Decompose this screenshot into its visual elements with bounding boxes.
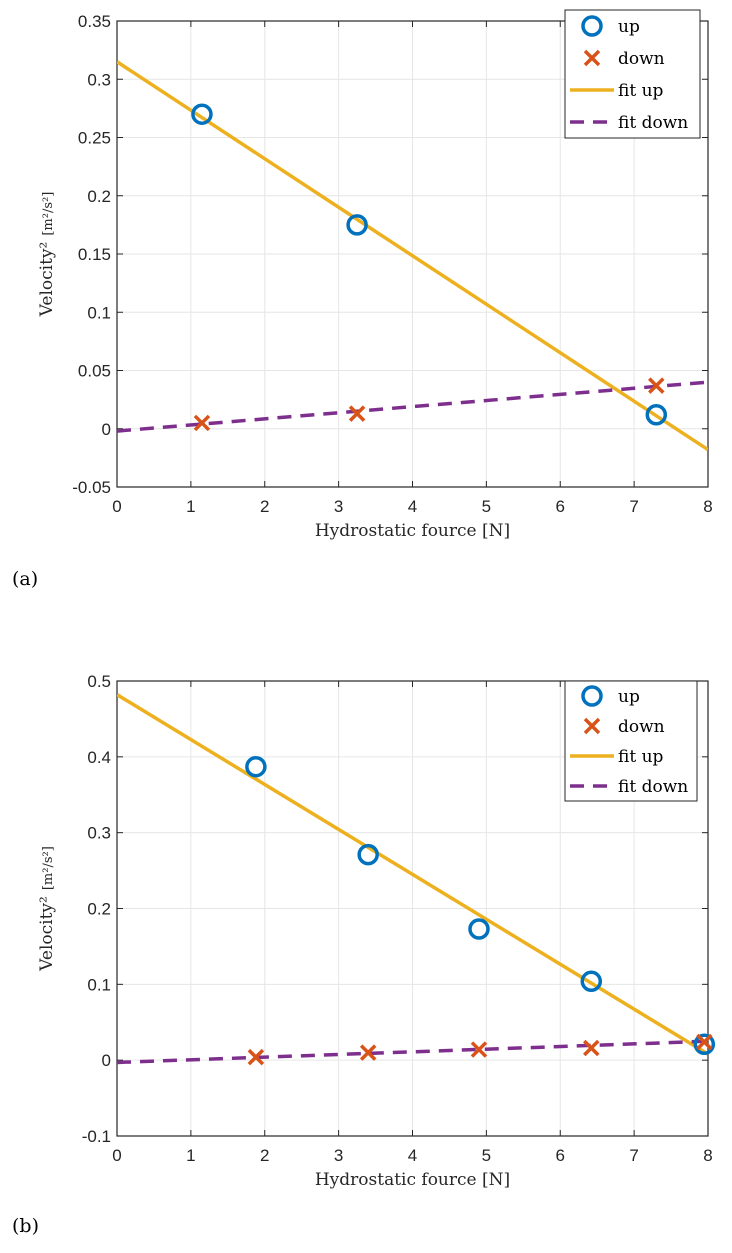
x-tick-label: 0 — [112, 1146, 121, 1165]
y-tick-label: 0 — [102, 1051, 111, 1070]
legend-label: fit up — [618, 81, 664, 101]
down-data-point — [648, 377, 665, 394]
x-tick-label: 0 — [112, 497, 121, 516]
y-axis-label: Velocity² [m²/s²] — [37, 192, 57, 318]
up-data-point — [693, 1033, 716, 1055]
y-axis-label-unit: [m²/s²] — [41, 192, 56, 236]
fit-down-line — [117, 380, 708, 433]
panel-label: (a) — [12, 568, 38, 590]
legend: up down fit up fit down — [564, 680, 698, 802]
x-tick-label: 8 — [703, 1146, 712, 1165]
legend-label: up — [618, 687, 640, 707]
y-tick-label: 0.2 — [87, 187, 111, 206]
y-axis-label-name: Velocity² — [37, 896, 57, 972]
panel-label: (b) — [12, 1215, 39, 1237]
down-data-point — [696, 1033, 713, 1051]
axes-box — [116, 680, 709, 1137]
down-data-point — [348, 405, 366, 422]
legend-circle-icon — [581, 685, 603, 707]
fit-down-line — [117, 1039, 708, 1065]
x-tick-label: 3 — [334, 497, 343, 516]
up-data-point — [346, 214, 368, 236]
fit-up-line — [117, 693, 708, 1056]
up-data-point — [645, 404, 668, 426]
y-tick-label: 0.2 — [87, 900, 111, 919]
y-tick-label: -0.05 — [72, 478, 111, 497]
x-tick-label: 5 — [482, 497, 491, 516]
legend-box — [564, 9, 701, 139]
x-tick-label: 4 — [408, 497, 417, 516]
x-tick-label: 3 — [334, 1146, 343, 1165]
x-tick-label: 6 — [556, 497, 565, 516]
y-tick-label: 0.15 — [78, 245, 111, 264]
y-tick-label: 0.3 — [87, 70, 111, 89]
legend-box — [564, 680, 698, 802]
fit-up-line — [117, 60, 708, 452]
legend-label: fit down — [618, 777, 688, 797]
up-data-point — [191, 103, 213, 125]
y-tick-label: 0.35 — [78, 12, 111, 31]
legend-x-icon — [583, 717, 601, 735]
x-tick-label: 2 — [260, 497, 269, 516]
x-tick-label: 4 — [408, 1146, 417, 1165]
x-tick-label: 6 — [556, 1146, 565, 1165]
down-data-point — [470, 1041, 488, 1058]
x-tick-label: 8 — [703, 497, 712, 516]
axes-box — [116, 20, 709, 488]
y-axis-label: Velocity² [m²/s²] — [37, 846, 57, 972]
up-data-point — [468, 918, 490, 940]
legend: up down fit up fit down — [564, 9, 701, 139]
y-tick-label: 0.05 — [78, 362, 111, 381]
y-tick-label: 0.5 — [87, 672, 111, 691]
legend-x-icon — [583, 49, 601, 67]
x-axis-label: Hydrostatic fource [N] — [315, 521, 510, 541]
legend-label: fit down — [618, 113, 688, 133]
y-tick-label: 0.25 — [78, 129, 111, 148]
up-data-point — [580, 970, 603, 993]
x-tick-label: 5 — [482, 1146, 491, 1165]
y-tick-label: 0.1 — [87, 303, 111, 322]
y-tick-label: -0.1 — [82, 1127, 111, 1146]
y-tick-label: 0.1 — [87, 975, 111, 994]
x-tick-label: 1 — [186, 497, 195, 516]
y-tick-label: 0 — [102, 420, 111, 439]
up-data-point — [357, 843, 379, 866]
legend-label: up — [618, 17, 640, 37]
down-data-point — [193, 414, 211, 432]
legend-label: fit up — [618, 747, 664, 767]
down-data-point — [583, 1039, 600, 1057]
x-tick-label: 1 — [186, 1146, 195, 1165]
y-tick-label: 0.4 — [87, 748, 111, 767]
x-tick-label: 7 — [629, 497, 638, 516]
x-tick-label: 2 — [260, 1146, 269, 1165]
up-data-point — [245, 755, 267, 778]
y-axis-label-unit: [m²/s²] — [41, 846, 56, 890]
down-data-point — [247, 1048, 265, 1066]
chart-panel-a: 0 1 2 3 4 5 6 7 8-0.0500.050.10.150.20.250.30.35… — [12, 9, 713, 590]
y-tick-label: 0.3 — [87, 824, 111, 843]
legend-label: down — [618, 49, 665, 69]
legend-label: down — [618, 717, 665, 737]
x-tick-label: 7 — [629, 1146, 638, 1165]
x-axis-label: Hydrostatic fource [N] — [315, 1170, 510, 1190]
legend-circle-icon — [581, 15, 603, 37]
y-axis-label-name: Velocity² — [37, 242, 57, 318]
down-data-point — [359, 1044, 377, 1061]
